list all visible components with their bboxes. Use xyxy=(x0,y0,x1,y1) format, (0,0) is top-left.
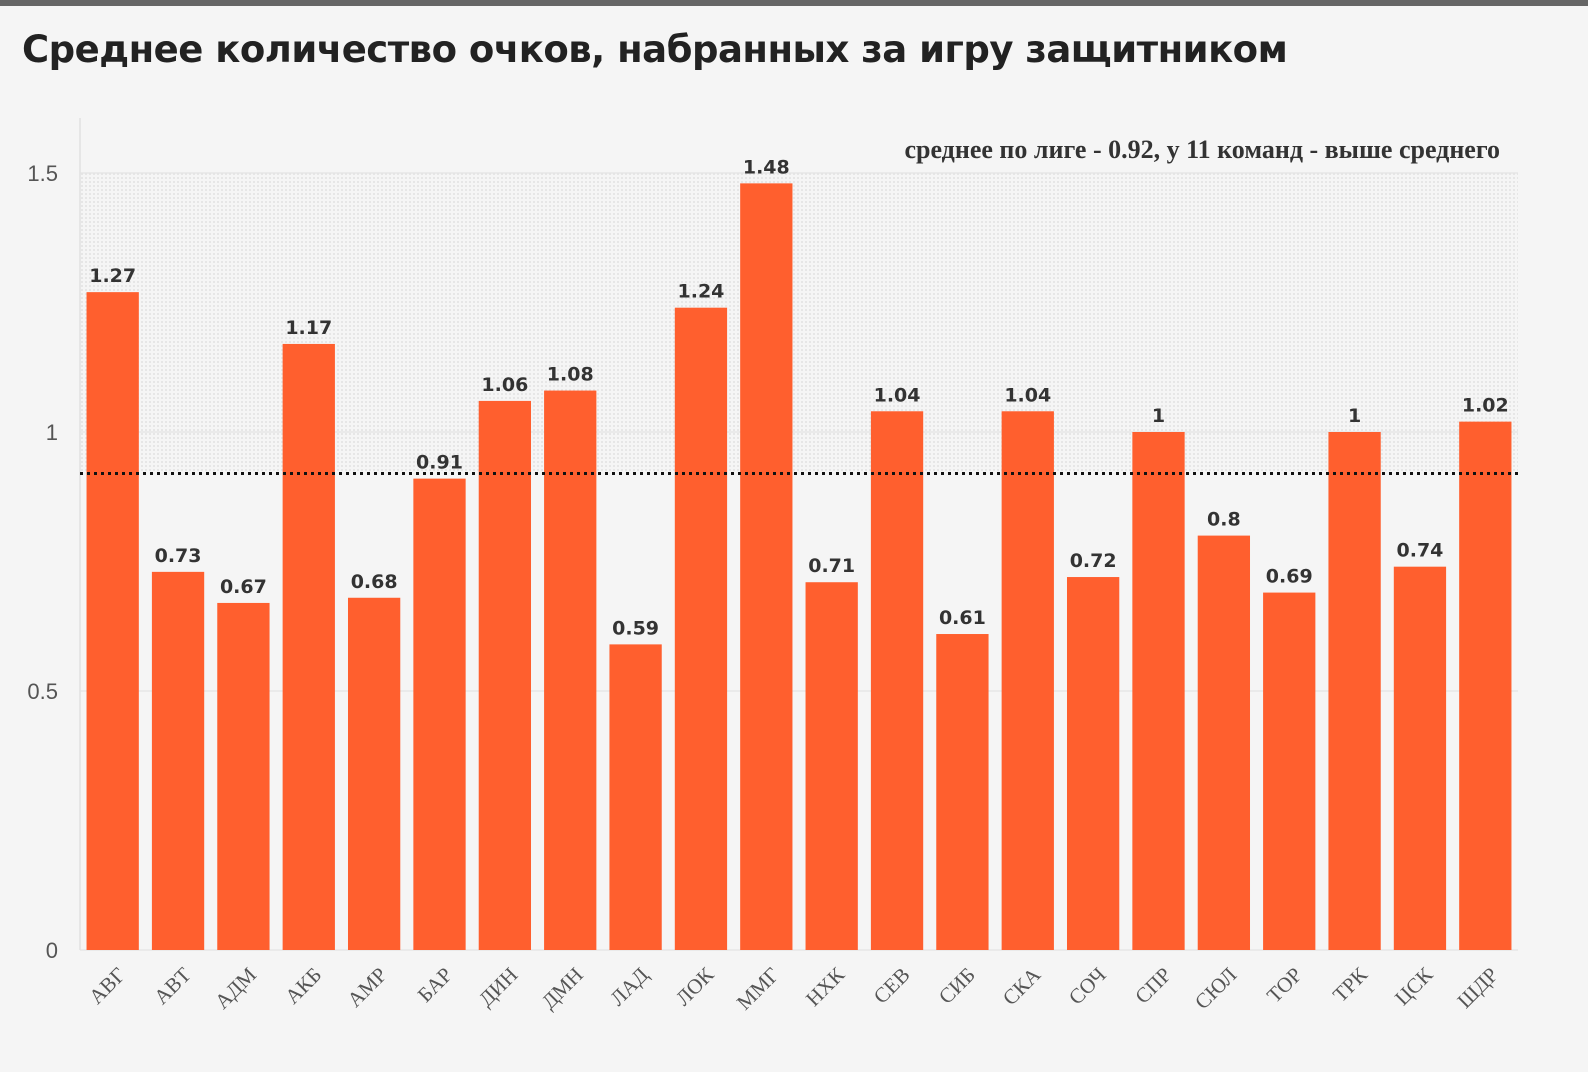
x-tick-label: ЦСК xyxy=(1390,962,1438,1010)
x-tick-label: АВТ xyxy=(149,962,196,1009)
bar-value-label: 1.02 xyxy=(1462,395,1509,417)
bar-value-label: 1.24 xyxy=(678,281,725,303)
bar-value-label: 1.17 xyxy=(285,317,332,339)
bar-value-label: 1 xyxy=(1152,405,1165,427)
bar-СПР xyxy=(1132,432,1185,950)
bar-value-label: 1.48 xyxy=(743,156,790,178)
x-tick-label: ТРК xyxy=(1328,962,1373,1007)
bar-ДИН xyxy=(478,400,532,950)
x-tick-label: СЕВ xyxy=(869,963,915,1009)
bar-value-label: 0.69 xyxy=(1266,566,1313,588)
bar-value-label: 1.04 xyxy=(1004,384,1051,406)
y-tick-label: 0 xyxy=(46,938,58,963)
x-tick-label: СЮЛ xyxy=(1190,963,1241,1014)
x-tick-label: ЛОК xyxy=(671,962,719,1010)
bar-НХК xyxy=(805,582,858,950)
bar-value-label: 0.72 xyxy=(1070,550,1117,572)
x-tick-label: СКА xyxy=(998,962,1046,1010)
x-tick-label: ТОР xyxy=(1262,963,1307,1008)
y-tick-label: 1 xyxy=(46,420,58,445)
bar-ММГ xyxy=(740,183,793,951)
bar-ЛОК xyxy=(674,307,728,950)
bar-АДМ xyxy=(217,602,270,950)
bar-value-label: 1.06 xyxy=(481,374,528,396)
bar-СЕВ xyxy=(870,411,924,950)
x-tick-label: СПР xyxy=(1130,963,1176,1009)
y-tick-label: 0.5 xyxy=(27,679,58,704)
bar-ШДР xyxy=(1459,421,1512,950)
bar-СЮЛ xyxy=(1197,535,1251,950)
bar-value-label: 1 xyxy=(1348,405,1361,427)
bar-ТОР xyxy=(1263,592,1316,950)
bar-value-label: 1.08 xyxy=(547,364,594,386)
x-tick-label: АВГ xyxy=(84,963,130,1009)
x-tick-label: НХК xyxy=(801,962,850,1011)
x-tick-label: АДМ xyxy=(210,962,261,1013)
top-bar xyxy=(0,0,1588,6)
bar-value-label: 0.74 xyxy=(1397,540,1444,562)
bar-value-label: 0.8 xyxy=(1207,509,1241,531)
x-tick-label: БАР xyxy=(413,963,457,1007)
x-tick-label: АМР xyxy=(343,963,392,1012)
bar-ДМН xyxy=(544,390,597,950)
bar-value-label: 0.68 xyxy=(351,571,398,593)
bar-БАР xyxy=(413,478,466,950)
mean-annotation: среднее по лиге - 0.92, у 11 команд - вы… xyxy=(904,135,1500,164)
bar-СОЧ xyxy=(1066,577,1120,950)
bar-value-label: 0.71 xyxy=(808,555,855,577)
x-tick-label: СОЧ xyxy=(1064,962,1111,1009)
bar-value-label: 0.61 xyxy=(939,607,986,629)
bar-value-label: 0.73 xyxy=(155,545,202,567)
bar-АВГ xyxy=(86,292,139,950)
bar-value-label: 1.27 xyxy=(89,265,136,287)
bar-ТРК xyxy=(1328,432,1381,950)
x-tick-label: СИБ xyxy=(934,963,980,1009)
x-tick-label: ММГ xyxy=(732,963,784,1015)
bar-СКА xyxy=(1001,411,1054,950)
chart-title: Среднее количество очков, набранных за и… xyxy=(22,28,1288,71)
bar-СИБ xyxy=(936,634,989,950)
y-tick-label: 1.5 xyxy=(27,161,58,186)
x-tick-label: ДИН xyxy=(474,963,523,1012)
bar-АМР xyxy=(347,597,401,950)
bar-value-label: 0.91 xyxy=(416,452,463,474)
bar-value-label: 0.67 xyxy=(220,576,267,598)
bar-ЛАД xyxy=(609,644,662,950)
bar-АКБ xyxy=(282,343,335,950)
x-tick-label: АКБ xyxy=(280,963,326,1009)
x-tick-label: ЛАД xyxy=(605,963,653,1011)
bar-АВТ xyxy=(151,571,205,950)
x-tick-label: ШДР xyxy=(1453,963,1503,1013)
bar-ЦСК xyxy=(1393,566,1447,950)
bar-value-label: 1.04 xyxy=(874,384,921,406)
x-tick-label: ДМН xyxy=(537,963,588,1014)
bar-value-label: 0.59 xyxy=(612,617,659,639)
